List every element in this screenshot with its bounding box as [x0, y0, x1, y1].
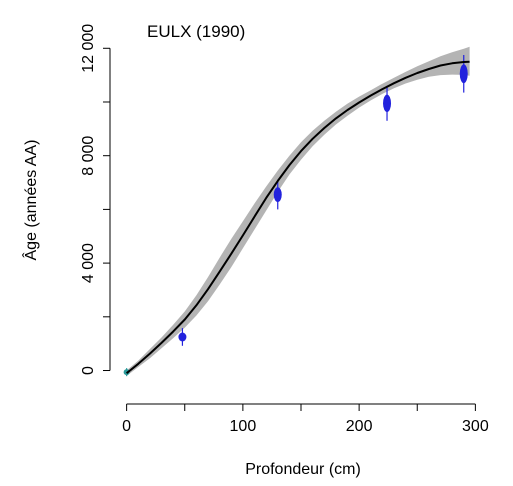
x-tick-label: 100: [230, 418, 257, 435]
x-axis-title: Profondeur (cm): [245, 461, 361, 478]
y-tick-label: 12 000: [80, 24, 97, 73]
y-axis-title: Âge (années AA): [21, 140, 40, 261]
date-marker: [178, 328, 187, 346]
x-tick-label: 200: [346, 418, 373, 435]
y-tick-label: 8 000: [80, 136, 97, 176]
chart-title: EULX (1990): [147, 22, 245, 41]
x-tick-label: 0: [122, 418, 131, 435]
axes: 0 100 200 300 0 4 000 8 000 12 000: [80, 24, 489, 435]
date-density: [178, 332, 187, 342]
date-density: [459, 64, 468, 84]
y-tick-label: 0: [80, 366, 97, 375]
y-axis-ticks: 0 4 000 8 000 12 000: [80, 24, 110, 375]
y-tick-label: 4 000: [80, 243, 97, 283]
x-axis-ticks: 0 100 200 300: [122, 404, 489, 435]
date-marker: [383, 85, 392, 121]
date-density: [273, 187, 282, 203]
x-tick-label: 300: [462, 418, 489, 435]
date-density: [383, 94, 392, 113]
date-marker: [273, 179, 282, 210]
uncertainty-band: [126, 46, 470, 376]
plot-area: [123, 46, 470, 377]
median-age-line: [125, 60, 470, 374]
